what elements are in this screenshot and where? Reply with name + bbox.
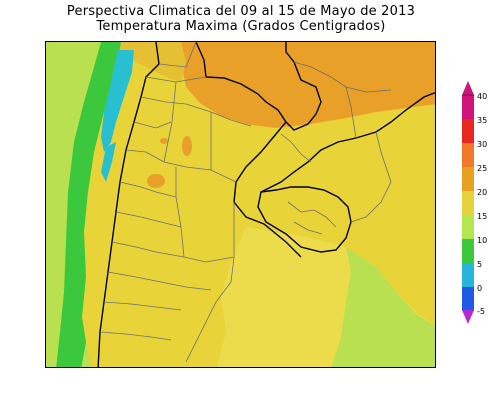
colorbar-label-20: 20 (477, 188, 488, 197)
colorbar-band-0 (462, 287, 474, 311)
cool-region-southeast (331, 247, 435, 367)
colorbar-label-25: 25 (477, 164, 488, 173)
colorbar-label-10: 10 (477, 236, 488, 245)
pacific-coast-band (46, 42, 64, 367)
province-border-3 (140, 96, 252, 127)
colorbar-bottom-arrow (462, 310, 474, 324)
province-border-16 (293, 61, 392, 93)
cold-band-andes (56, 42, 121, 367)
uruguay-internal-2 (293, 221, 323, 235)
province-border-4 (163, 81, 177, 163)
uruguay-internal-1 (287, 201, 337, 228)
coldest-core-central (101, 142, 116, 182)
colorbar-label-minus-5: -5 (477, 307, 485, 316)
province-border-11 (111, 241, 235, 263)
province-border-5 (133, 121, 172, 129)
colorbar-band-20 (462, 191, 474, 215)
colorbar-band-40 (462, 95, 474, 119)
map-title: Perspectiva Climatica del 09 al 15 de Ma… (45, 4, 437, 34)
colorbar-band-15 (462, 215, 474, 239)
province-border-12 (107, 271, 212, 291)
province-border-9 (175, 167, 185, 258)
colorbar-label-30: 30 (477, 140, 488, 149)
warm-region-north (181, 42, 435, 128)
province-border-15 (280, 133, 312, 163)
coastline-brazil (350, 131, 392, 223)
colorbar-label-5: 5 (477, 260, 483, 269)
border-paraguay (195, 42, 322, 131)
province-border-8 (119, 181, 177, 198)
map-canvas (46, 42, 435, 367)
colorbar-top-arrow (462, 81, 474, 95)
warm-spot-3 (160, 138, 168, 144)
province-border-1 (158, 42, 197, 68)
border-argentina-east (233, 121, 302, 258)
coastline-argentina (185, 202, 235, 363)
colorbar-band-10 (462, 239, 474, 263)
title-line-2: Temperatura Maxima (Grados Centigrados) (96, 19, 386, 34)
colorbar-band-35 (462, 119, 474, 143)
border-brazil (260, 92, 435, 193)
title-line-1: Perspectiva Climatica del 09 al 15 de Ma… (66, 4, 416, 19)
province-border-13 (103, 301, 182, 311)
border-uruguay (257, 186, 352, 253)
warm-spot-1 (147, 174, 165, 188)
province-border-6 (125, 149, 237, 183)
colorbar-band-30 (462, 143, 474, 167)
warm-spot-2 (182, 136, 192, 156)
colorbar-label-15: 15 (477, 212, 488, 221)
temperature-map (45, 41, 436, 368)
colorbar-band-25 (462, 167, 474, 191)
colorbar-label-40: 40 (477, 92, 488, 101)
colorbar-label-35: 35 (477, 116, 488, 125)
coldest-core-north (101, 50, 134, 152)
province-border-10 (115, 211, 182, 228)
colorbar-band-5 (462, 263, 474, 287)
colorbar (462, 81, 474, 324)
province-border-17 (345, 86, 357, 139)
colorbar-label-0: 0 (477, 284, 483, 293)
province-border-14 (99, 331, 172, 341)
province-borders (99, 42, 392, 363)
